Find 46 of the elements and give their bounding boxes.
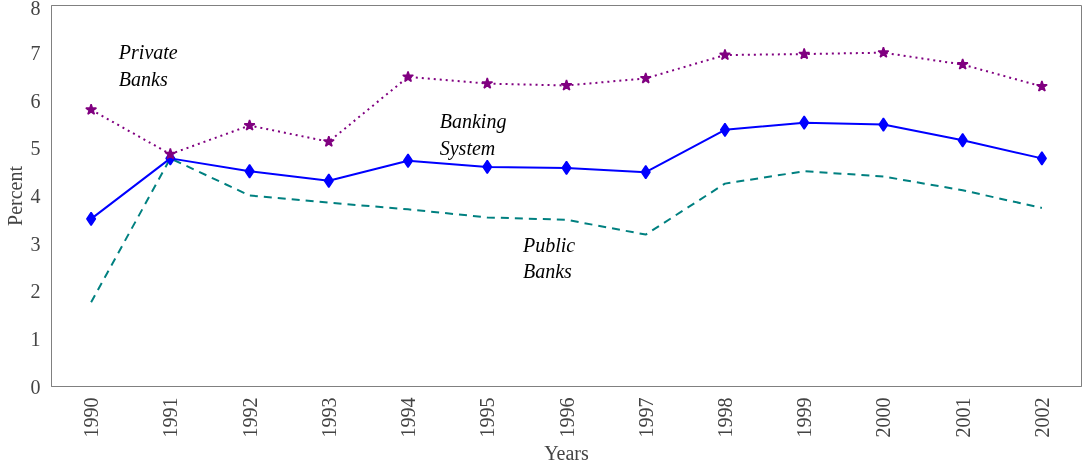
y-tick-label: 0 xyxy=(30,375,41,398)
y-tick-label: 5 xyxy=(30,137,41,160)
x-tick-label: 2001 xyxy=(951,397,974,438)
series-label: Private Banks xyxy=(117,41,178,90)
x-tick-label: 1992 xyxy=(238,397,261,438)
x-tick-label: 1996 xyxy=(555,397,578,438)
point xyxy=(322,135,335,147)
x-tick-label: 1999 xyxy=(793,397,816,438)
x-tick-label: 1990 xyxy=(80,397,103,438)
y-tick-label: 7 xyxy=(30,42,41,65)
point xyxy=(957,133,968,148)
point xyxy=(85,103,98,115)
x-tick-label: 2002 xyxy=(1030,397,1053,438)
point xyxy=(560,79,573,91)
point xyxy=(481,77,494,89)
y-tick-label: 4 xyxy=(30,185,41,207)
y-axis-title: Percent xyxy=(3,165,26,226)
point xyxy=(798,47,811,60)
x-tick-label: 1993 xyxy=(317,397,340,438)
x-tick-label: 1994 xyxy=(397,397,420,438)
x-tick-label: 1991 xyxy=(159,397,182,438)
point xyxy=(799,115,810,130)
x-axis-title: Years xyxy=(544,442,590,465)
x-tick-label: 1995 xyxy=(476,397,499,438)
y-tick-label: 3 xyxy=(30,232,41,255)
point xyxy=(402,153,414,169)
y-tick-label: 8 xyxy=(30,0,41,19)
y-tick-label: 1 xyxy=(30,327,41,350)
series-label: Public Banks xyxy=(521,234,576,283)
point xyxy=(164,147,177,160)
point xyxy=(1036,151,1047,166)
y-tick-label: 2 xyxy=(30,280,41,303)
point xyxy=(718,48,731,61)
point xyxy=(639,72,652,84)
point xyxy=(1035,80,1048,92)
x-tick-label: 1997 xyxy=(634,397,657,438)
series-label: Banking System xyxy=(439,110,507,160)
point xyxy=(877,46,890,58)
point xyxy=(878,117,889,132)
point xyxy=(402,70,415,83)
point xyxy=(719,122,731,138)
x-tick-label: 2000 xyxy=(872,397,895,438)
y-tick-label: 6 xyxy=(30,89,41,112)
x-tick-label: 1998 xyxy=(713,397,736,438)
point xyxy=(243,119,256,131)
point xyxy=(956,58,969,70)
